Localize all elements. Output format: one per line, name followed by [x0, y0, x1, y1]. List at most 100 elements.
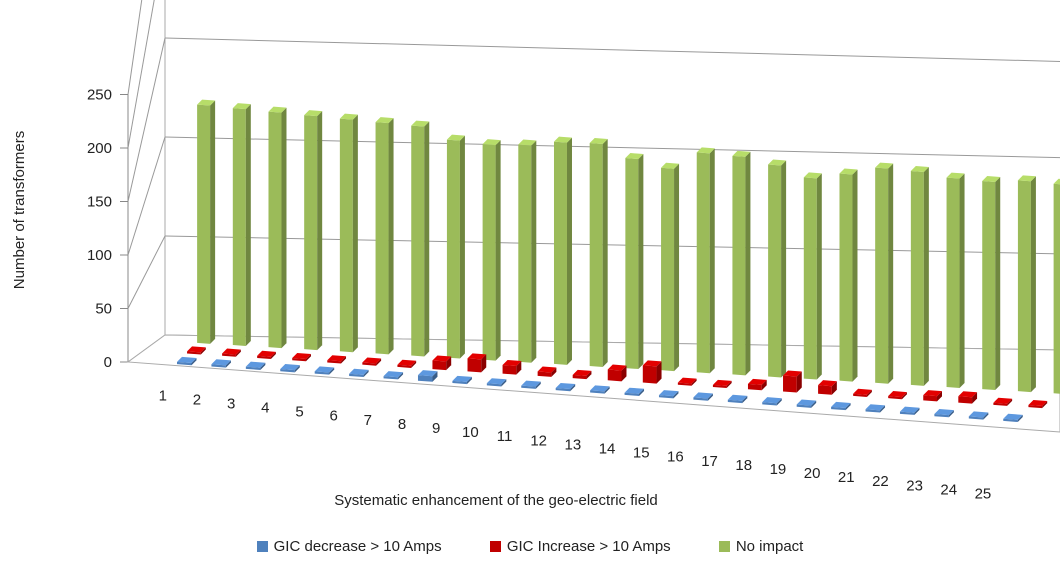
bar-top-face — [314, 366, 335, 373]
bar-front-face — [796, 404, 812, 408]
legend-swatch-increase — [489, 541, 501, 552]
bar-top-face — [934, 409, 954, 416]
bar-front-face — [232, 108, 246, 346]
legend-label-increase: GIC Increase > 10 Amps — [506, 538, 671, 555]
bar — [446, 134, 465, 359]
bar-side-face — [516, 360, 522, 375]
bar-side-face — [531, 140, 537, 363]
legend-item-increase: GIC Increase > 10 Amps — [489, 538, 671, 555]
bar-front-face — [176, 361, 192, 366]
legend-label-decrease: GIC decrease > 10 Amps — [273, 538, 442, 555]
bar-front-face — [1003, 418, 1018, 423]
bar-front-face — [521, 385, 536, 389]
bar-side-face — [1042, 401, 1048, 409]
bar — [934, 409, 954, 418]
bar — [853, 388, 872, 397]
bar-side-face — [707, 393, 713, 401]
bar — [589, 137, 608, 367]
bar-front-face — [762, 402, 777, 406]
x-tick-label: 6 — [329, 408, 337, 425]
bar — [693, 392, 713, 401]
bar-top-face — [993, 397, 1013, 404]
bar — [292, 353, 311, 362]
bar-front-face — [187, 351, 201, 355]
x-tick-label: 19 — [770, 461, 787, 478]
bar-top-face — [946, 172, 965, 179]
bar-side-face — [948, 410, 954, 418]
bar-side-face — [424, 121, 430, 357]
bar — [888, 391, 907, 400]
bar-top-face — [339, 113, 358, 120]
bar-side-face — [481, 354, 487, 373]
bar-side-face — [845, 402, 851, 411]
bar-side-face — [586, 370, 592, 380]
bar — [518, 139, 537, 363]
bar — [537, 366, 557, 377]
bar-top-face — [923, 390, 943, 397]
bar-front-face — [432, 360, 447, 371]
bar-top-face — [537, 366, 557, 373]
bar — [658, 390, 679, 399]
bar-front-face — [482, 144, 496, 361]
bar — [590, 385, 610, 394]
bar-top-face — [624, 387, 645, 394]
bar — [993, 397, 1013, 406]
bar — [727, 394, 748, 404]
x-tick-label: 23 — [906, 477, 923, 494]
bar — [899, 406, 920, 415]
bar-front-face — [958, 396, 973, 404]
bar — [624, 387, 645, 396]
gridline-back — [164, 37, 1060, 62]
bar-top-face — [232, 103, 251, 110]
y-tick-label: 100 — [87, 247, 112, 264]
bar-top-face — [197, 99, 216, 106]
bar-front-face — [677, 382, 692, 386]
bar — [796, 399, 817, 408]
bar-top-face — [762, 397, 782, 404]
bar-front-face — [375, 122, 389, 355]
bar-front-face — [268, 111, 282, 349]
x-tick-label: 16 — [667, 449, 684, 466]
bar-side-face — [745, 151, 751, 376]
bar-side-face — [281, 107, 287, 349]
x-tick-label: 24 — [940, 481, 957, 498]
bar-side-face — [305, 354, 311, 362]
bar-front-face — [537, 371, 552, 377]
bar-top-face — [803, 172, 822, 179]
bar — [982, 176, 1001, 391]
legend-item-no-impact: No impact — [718, 538, 803, 555]
bar-side-face — [398, 372, 404, 380]
gridline-side — [127, 0, 143, 95]
bar-side-face — [776, 398, 782, 406]
y-tick-label: 200 — [87, 140, 112, 157]
bar — [176, 356, 197, 366]
bar — [362, 357, 382, 366]
bar-top-face — [555, 382, 576, 390]
bar — [661, 162, 680, 372]
bar-side-face — [781, 160, 787, 378]
bar-top-face — [958, 391, 978, 398]
bar-top-face — [831, 401, 851, 408]
bar-top-face — [292, 353, 311, 360]
bar-front-face — [452, 380, 467, 385]
bar — [910, 166, 929, 386]
bar — [768, 159, 787, 378]
bar-top-face — [768, 159, 787, 166]
bar — [411, 120, 430, 357]
bar — [696, 147, 715, 374]
bar-front-face — [590, 390, 605, 394]
bar-front-face — [934, 414, 949, 418]
bar-top-face — [968, 411, 989, 418]
bar — [1028, 399, 1048, 409]
x-tick-label: 9 — [432, 420, 440, 437]
bar-side-face — [880, 405, 886, 413]
bar-side-face — [495, 140, 501, 361]
bar — [572, 369, 592, 380]
bar-side-face — [888, 163, 894, 384]
bar-side-face — [245, 104, 251, 346]
bar-side-face — [191, 357, 197, 366]
bar-side-face — [1007, 398, 1013, 406]
bar — [268, 106, 287, 349]
bar — [486, 378, 507, 387]
bar — [397, 359, 417, 368]
